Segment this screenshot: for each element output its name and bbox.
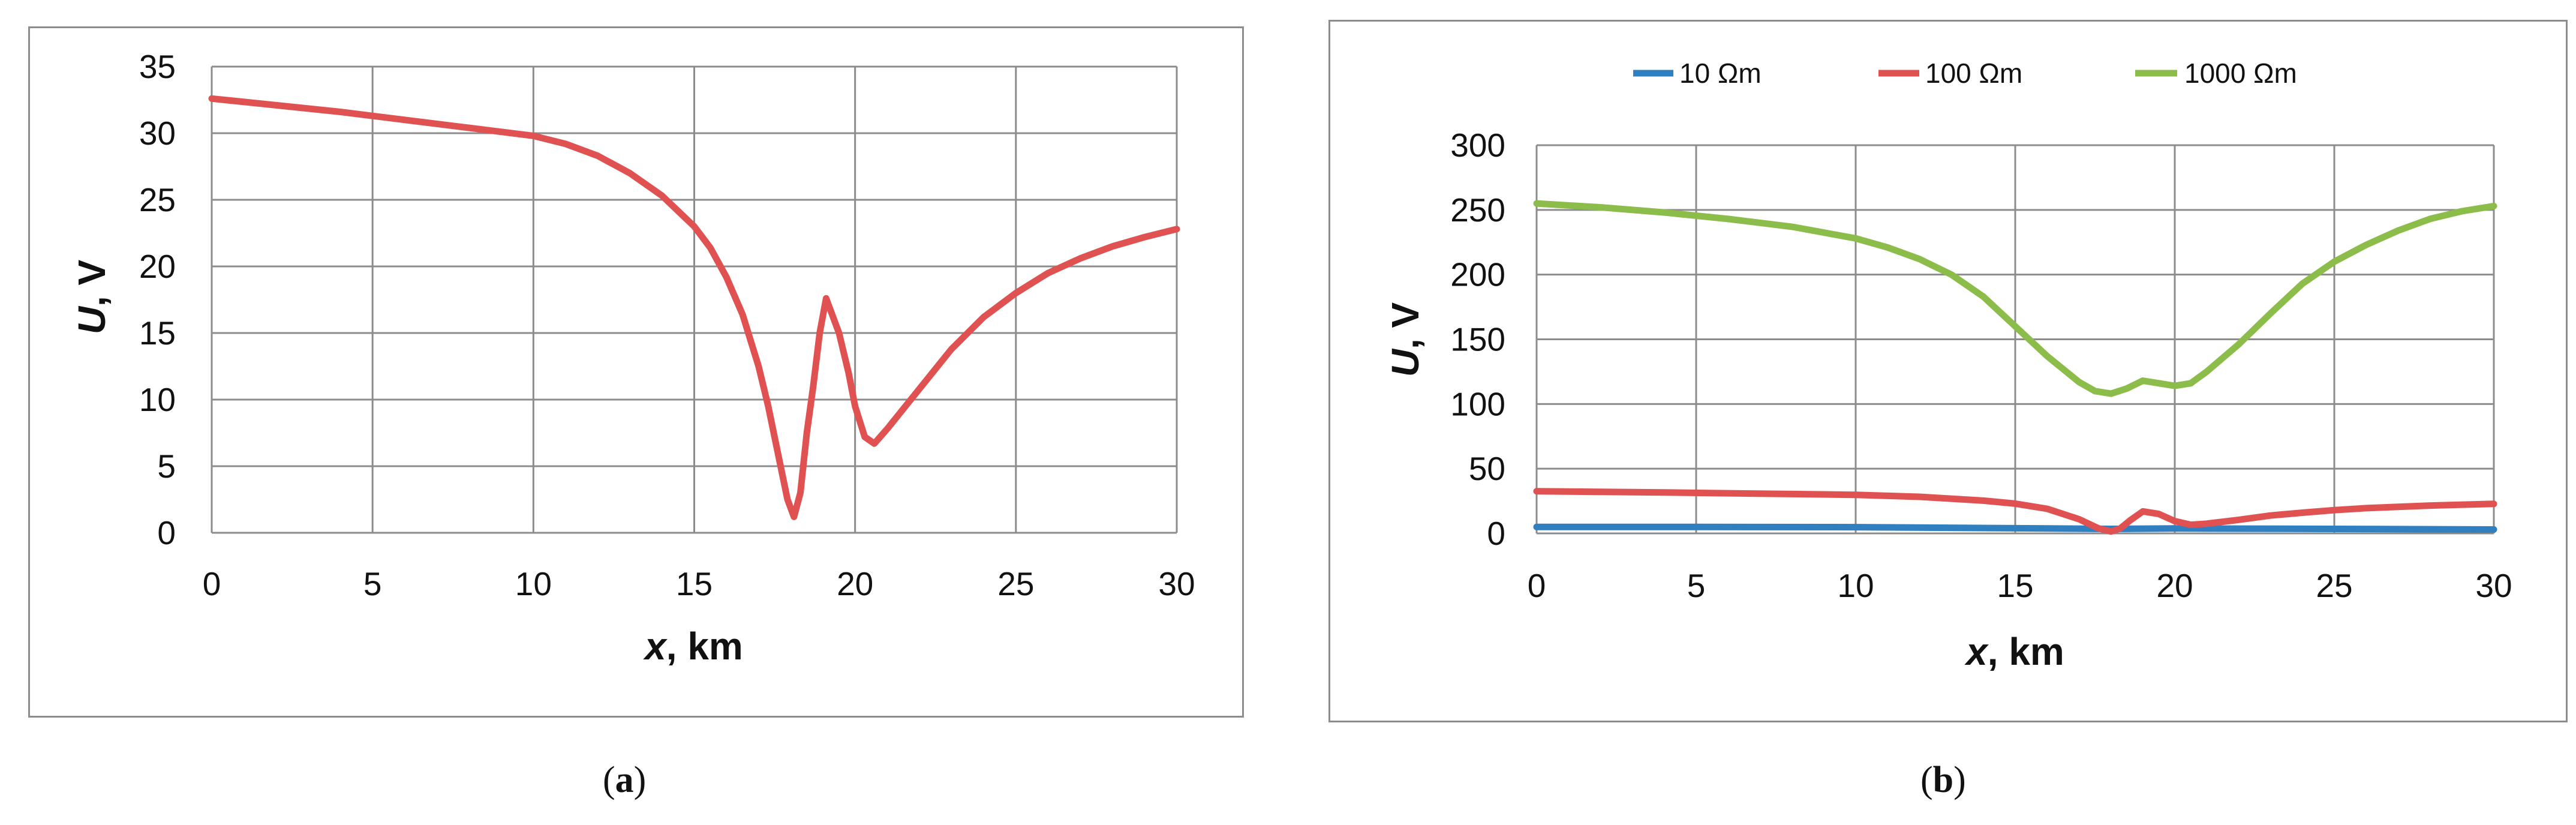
y-tick-label: 200 bbox=[1450, 256, 1505, 293]
panel-label-a: (a) bbox=[603, 760, 647, 800]
y-axis-label: U, V bbox=[1384, 302, 1427, 377]
series-line-0 bbox=[1533, 523, 2497, 533]
chart-panel-b bbox=[1328, 20, 2568, 722]
x-tick-label: 0 bbox=[1528, 567, 1546, 604]
x-tick-label: 30 bbox=[1158, 565, 1195, 602]
x-tick-label: 0 bbox=[203, 565, 221, 602]
x-tick-label: 10 bbox=[1837, 567, 1874, 604]
x-tick-label: 20 bbox=[2156, 567, 2193, 604]
legend-label: 1000 Ωm bbox=[2184, 58, 2297, 89]
y-tick-label: 20 bbox=[139, 248, 176, 285]
series-line-2 bbox=[1533, 200, 2497, 397]
y-tick-label: 30 bbox=[139, 115, 176, 152]
x-tick-label: 20 bbox=[837, 565, 873, 602]
x-tick-label: 5 bbox=[1687, 567, 1706, 604]
x-tick-label: 15 bbox=[676, 565, 713, 602]
y-tick-label: 10 bbox=[139, 381, 176, 418]
y-tick-label: 0 bbox=[1487, 515, 1505, 552]
y-tick-label: 5 bbox=[157, 448, 176, 485]
y-axis-label: U, V bbox=[70, 259, 113, 334]
x-tick-label: 30 bbox=[2475, 567, 2512, 604]
y-tick-label: 50 bbox=[1469, 450, 1505, 487]
x-tick-label: 10 bbox=[515, 565, 552, 602]
x-axis-label: x, km bbox=[643, 625, 743, 668]
y-tick-label: 25 bbox=[139, 181, 176, 218]
y-tick-label: 100 bbox=[1450, 385, 1505, 422]
panel-label-b: (b) bbox=[1920, 760, 1966, 800]
y-tick-label: 35 bbox=[139, 48, 176, 85]
legend-label: 10 Ωm bbox=[1679, 58, 1762, 89]
x-axis-label: x, km bbox=[1964, 630, 2064, 673]
x-tick-label: 5 bbox=[363, 565, 382, 602]
chart-b: 0 50 100 150 200 250 300 0 5 10 15 20 25 30 x, km U, V 1… bbox=[1384, 58, 2512, 673]
chart-panel-a bbox=[28, 26, 1244, 718]
y-tick-label: 150 bbox=[1450, 321, 1505, 358]
series-line-0 bbox=[208, 95, 1180, 520]
legend-label: 100 Ωm bbox=[1925, 58, 2022, 89]
y-tick-label: 15 bbox=[139, 314, 176, 352]
y-tick-label: 0 bbox=[157, 514, 176, 551]
x-tick-label: 25 bbox=[2316, 567, 2352, 604]
y-tick-label: 300 bbox=[1450, 127, 1505, 164]
series-line-1 bbox=[1533, 488, 2497, 535]
x-tick-label: 15 bbox=[1997, 567, 2033, 604]
y-tick-label: 250 bbox=[1450, 191, 1505, 229]
x-tick-label: 25 bbox=[997, 565, 1034, 602]
chart-a: 0 5 10 15 20 25 30 35 0 5 10 15 20 25 30 x, km U, V bbox=[70, 48, 1195, 668]
